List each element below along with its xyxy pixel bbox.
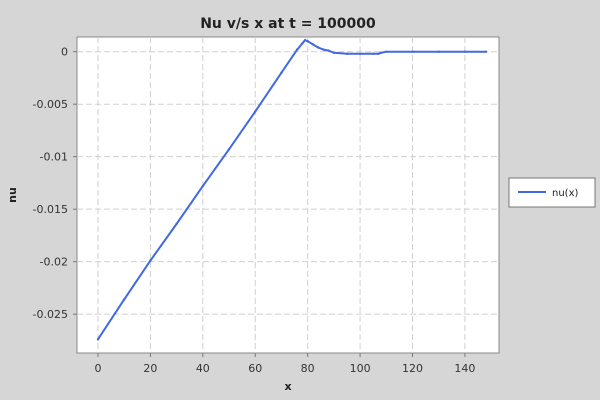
x-tick-label: 60 bbox=[248, 362, 262, 375]
x-tick-label: 0 bbox=[94, 362, 101, 375]
x-tick-label: 100 bbox=[350, 362, 371, 375]
x-tick-label: 20 bbox=[143, 362, 157, 375]
series-point bbox=[322, 48, 325, 51]
y-tick-label: 0 bbox=[61, 46, 68, 59]
series-point bbox=[437, 50, 440, 53]
y-tick-label: -0.025 bbox=[33, 308, 68, 321]
y-axis-label: nu bbox=[6, 187, 19, 203]
series-point bbox=[306, 39, 309, 43]
x-tick-label: 120 bbox=[402, 362, 423, 375]
series-point bbox=[303, 38, 307, 42]
x-tick-label: 140 bbox=[454, 362, 475, 375]
legend: nu(x) bbox=[508, 177, 596, 208]
series-point bbox=[358, 52, 362, 55]
series-point bbox=[332, 51, 336, 54]
series-point bbox=[295, 48, 299, 51]
series-point bbox=[371, 52, 375, 55]
series-point bbox=[122, 298, 126, 301]
axis-ticks: 0 20 40 60 80 100 120 140 0 -0.005 -0.01 -0.015 -0.0… bbox=[33, 46, 476, 375]
y-tick-label: -0.02 bbox=[40, 256, 68, 269]
grid-lines bbox=[77, 37, 499, 353]
y-tick-label: -0.01 bbox=[40, 151, 68, 164]
series-point bbox=[345, 52, 349, 55]
series-point bbox=[484, 50, 488, 53]
series-point bbox=[316, 46, 320, 49]
series-point bbox=[254, 110, 257, 113]
series-layer bbox=[96, 38, 488, 341]
series-point bbox=[280, 71, 283, 74]
plot-area bbox=[76, 36, 500, 354]
series-point bbox=[379, 51, 383, 54]
series-point bbox=[463, 50, 467, 53]
series-point bbox=[175, 222, 178, 226]
series-point bbox=[227, 148, 231, 151]
series-point bbox=[149, 259, 152, 262]
x-axis-label: x bbox=[284, 380, 291, 393]
series-point bbox=[377, 52, 380, 55]
legend-series-label: nu(x) bbox=[552, 188, 578, 199]
x-tick-label: 80 bbox=[301, 362, 315, 375]
series-point bbox=[301, 42, 304, 45]
series-point bbox=[411, 50, 414, 53]
y-tick-label: -0.005 bbox=[33, 98, 68, 111]
series-point bbox=[311, 43, 315, 46]
chart-title: Nu v/s x at t = 100000 bbox=[200, 16, 376, 32]
series-point bbox=[327, 49, 330, 52]
x-tick-label: 40 bbox=[196, 362, 210, 375]
series-point bbox=[201, 184, 205, 188]
series-point bbox=[96, 338, 100, 341]
y-tick-label: -0.015 bbox=[33, 203, 68, 216]
series-point bbox=[385, 50, 388, 53]
